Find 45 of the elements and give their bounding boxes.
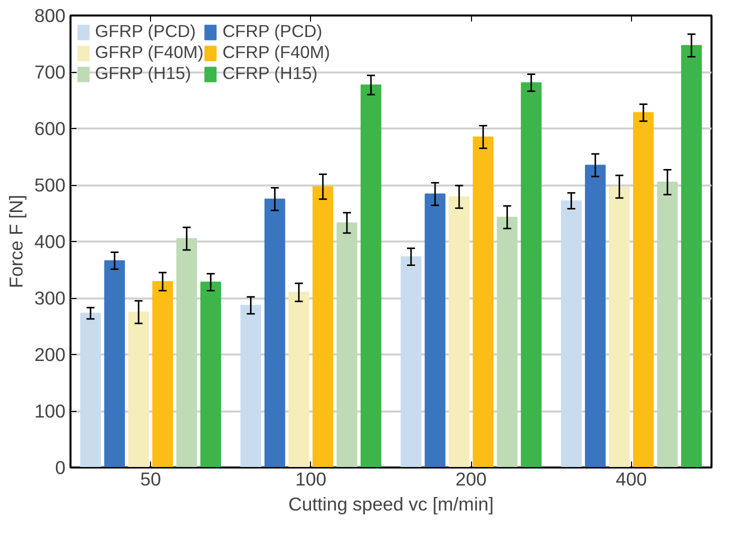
y-tick-label: 800	[34, 5, 66, 26]
bar	[80, 312, 101, 468]
bar	[448, 196, 470, 468]
bar	[520, 82, 542, 468]
legend-label: CFRP (F40M)	[222, 42, 330, 63]
bar	[336, 222, 358, 468]
bar	[609, 186, 630, 468]
bar	[424, 194, 446, 468]
y-tick-label: 500	[34, 174, 66, 196]
y-axis-title: Force F [N]	[5, 194, 26, 288]
bar	[152, 281, 173, 468]
legend-label: CFRP (PCD)	[222, 21, 322, 42]
y-tick-label: 0	[55, 457, 66, 478]
y-tick-label: 300	[34, 288, 66, 308]
x-tick-label: 50	[140, 468, 162, 490]
bar	[472, 136, 494, 468]
y-tick-label: 600	[34, 118, 66, 139]
bar	[264, 198, 286, 468]
bar	[400, 256, 422, 468]
legend-label: GFRP (H15)	[95, 63, 191, 84]
x-tick-label: 200	[456, 468, 487, 490]
bar	[200, 282, 222, 468]
y-tick-label: 400	[34, 231, 66, 252]
x-tick-label: 100	[295, 468, 326, 490]
bar	[633, 112, 654, 468]
bar	[104, 260, 125, 468]
bar	[560, 200, 582, 468]
y-tick-label: 100	[34, 400, 66, 422]
legend-label: CFRP (H15)	[222, 63, 318, 84]
y-tick-label: 700	[34, 62, 66, 82]
y-tick-label: 200	[34, 344, 66, 365]
bar	[496, 216, 518, 468]
bar	[657, 182, 678, 468]
x-tick-label: 400	[616, 468, 647, 490]
bar	[288, 292, 310, 468]
bar	[176, 238, 198, 468]
legend-label: GFRP (PCD)	[95, 21, 196, 42]
x-axis-title: Cutting speed vc [m/min]	[288, 494, 494, 514]
bar	[584, 164, 606, 468]
legend-label: GFRP (F40M)	[95, 42, 204, 63]
bar	[240, 304, 262, 468]
bar	[681, 44, 702, 468]
bar	[312, 186, 334, 468]
bar	[360, 84, 382, 468]
bar	[128, 312, 149, 468]
